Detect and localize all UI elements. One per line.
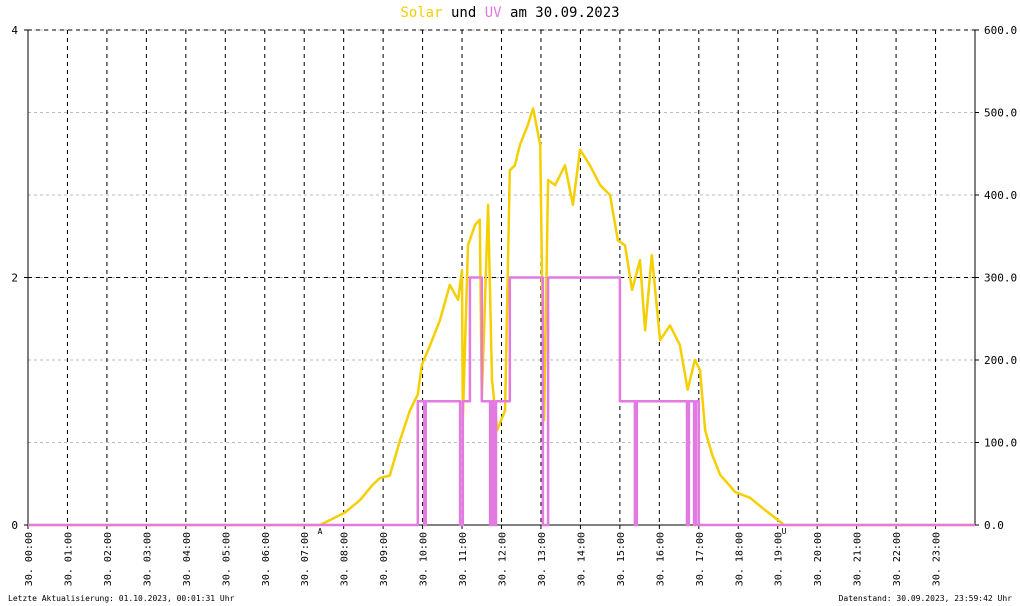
series-line [28, 276, 975, 527]
x-tick-label: 30. 08:00 [340, 532, 351, 586]
x-tick-label: 30. 00:00 [24, 532, 35, 586]
y2-tick-label: 0.0 [984, 519, 1004, 532]
x-tick-label: 30. 15:00 [616, 532, 627, 586]
x-tick-label: 30. 16:00 [655, 532, 666, 586]
x-tick-label: 30. 21:00 [853, 532, 864, 586]
title-text: und [451, 5, 476, 21]
x-tick-label: 30. 10:00 [419, 532, 430, 586]
y-tick-label: 4 [11, 24, 18, 37]
footer-right: Datenstand: 30.09.2023, 23:59:42 Uhr [839, 594, 1013, 603]
y2-tick-label: 200.0 [984, 354, 1017, 367]
x-tick-label: 30. 03:00 [142, 532, 153, 586]
y2-tick-label: 600.0 [984, 24, 1017, 37]
y2-tick-label: 500.0 [984, 107, 1017, 120]
y-tick-label: 0 [11, 519, 18, 532]
x-tick-label: 30. 11:00 [458, 532, 469, 586]
chart-title: Solar und UV am 30.09.2023 [400, 5, 619, 21]
x-tick-label: 30. 01:00 [63, 532, 74, 586]
x-tick-label: 30. 20:00 [813, 532, 824, 586]
x-tick-label: 30. 06:00 [261, 532, 272, 586]
x-tick-label: 30. 12:00 [498, 532, 509, 586]
x-tick-label: 30. 23:00 [932, 532, 943, 586]
x-tick-label: 30. 09:00 [379, 532, 390, 586]
x-tick-label: 30. 07:00 [300, 532, 311, 586]
x-tick-label: 30. 02:00 [103, 532, 114, 586]
y2-tick-label: 400.0 [984, 189, 1017, 202]
title-text: am 30.09.2023 [510, 5, 620, 21]
x-tick-label: 30. 22:00 [892, 532, 903, 586]
x-tick-label: 30. 18:00 [734, 532, 745, 586]
x-tick-label: 30. 04:00 [182, 532, 193, 586]
x-tick-label: 30. 14:00 [576, 532, 587, 586]
annotation: A [318, 527, 323, 536]
y2-tick-label: 300.0 [984, 272, 1017, 285]
title-series: Solar [400, 5, 442, 21]
footer-left: Letzte Aktualisierung: 01.10.2023, 00:01… [8, 594, 235, 603]
x-tick-label: 30. 05:00 [221, 532, 232, 586]
series-line [28, 107, 975, 527]
y-tick-label: 2 [11, 272, 18, 285]
title-series: UV [485, 5, 502, 21]
y2-tick-label: 100.0 [984, 437, 1017, 450]
x-tick-label: 30. 17:00 [695, 532, 706, 586]
x-tick-label: 30. 19:00 [774, 532, 785, 586]
x-tick-label: 30. 13:00 [537, 532, 548, 586]
annotation: U [782, 527, 787, 536]
